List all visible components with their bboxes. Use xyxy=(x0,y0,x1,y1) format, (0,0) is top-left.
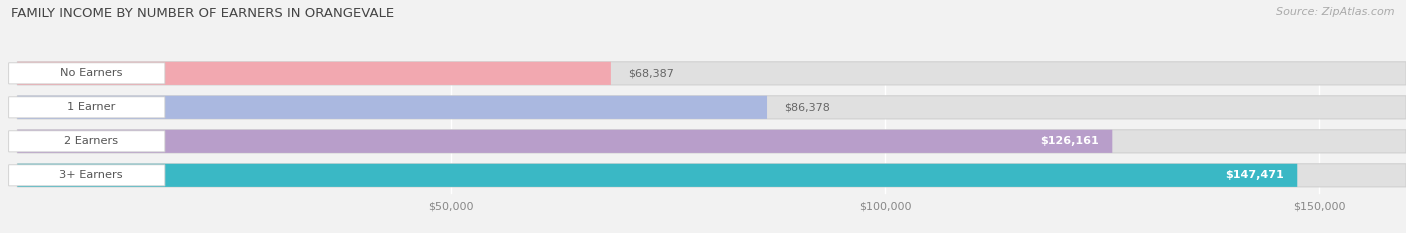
FancyBboxPatch shape xyxy=(17,130,1112,153)
FancyBboxPatch shape xyxy=(17,130,1406,153)
FancyBboxPatch shape xyxy=(17,62,1406,85)
Text: $86,378: $86,378 xyxy=(785,102,831,112)
FancyBboxPatch shape xyxy=(17,96,768,119)
FancyBboxPatch shape xyxy=(17,96,1406,119)
Text: $147,471: $147,471 xyxy=(1226,170,1284,180)
Text: 1 Earner: 1 Earner xyxy=(67,102,115,112)
Text: $126,161: $126,161 xyxy=(1040,136,1099,146)
FancyBboxPatch shape xyxy=(8,131,165,152)
Text: 2 Earners: 2 Earners xyxy=(65,136,118,146)
FancyBboxPatch shape xyxy=(8,63,165,84)
Text: No Earners: No Earners xyxy=(60,68,122,78)
Text: FAMILY INCOME BY NUMBER OF EARNERS IN ORANGEVALE: FAMILY INCOME BY NUMBER OF EARNERS IN OR… xyxy=(11,7,394,20)
FancyBboxPatch shape xyxy=(17,164,1298,187)
Text: $68,387: $68,387 xyxy=(628,68,673,78)
FancyBboxPatch shape xyxy=(8,165,165,186)
FancyBboxPatch shape xyxy=(17,62,610,85)
FancyBboxPatch shape xyxy=(17,164,1406,187)
FancyBboxPatch shape xyxy=(8,97,165,118)
Text: Source: ZipAtlas.com: Source: ZipAtlas.com xyxy=(1277,7,1395,17)
Text: 3+ Earners: 3+ Earners xyxy=(59,170,122,180)
